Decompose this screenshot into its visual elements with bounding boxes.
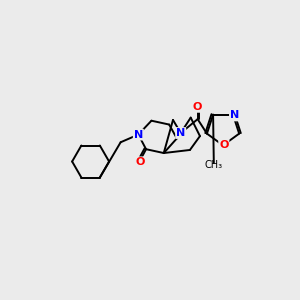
- Text: N: N: [176, 128, 185, 138]
- Text: O: O: [219, 140, 229, 150]
- Text: CH₃: CH₃: [205, 160, 223, 170]
- Text: O: O: [135, 157, 145, 167]
- Text: O: O: [193, 102, 202, 112]
- Text: N: N: [134, 130, 143, 140]
- Text: N: N: [230, 110, 239, 121]
